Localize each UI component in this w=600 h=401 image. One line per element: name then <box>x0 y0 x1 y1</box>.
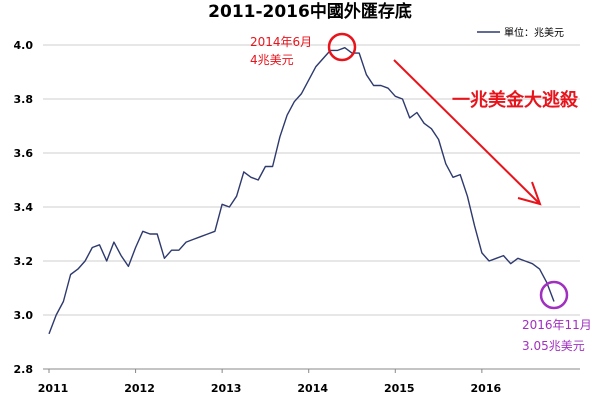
y-tick-label: 3.8 <box>14 93 34 106</box>
headline-arrow-head <box>517 181 542 206</box>
x-axis-ticks: 2011 2012 2013 2014 2015 2016 <box>38 369 502 395</box>
legend-entry: 單位：兆美元 <box>504 26 564 39</box>
peak-annotation: 2014年6月 4兆美元 <box>250 32 357 67</box>
x-tick-label: 2013 <box>211 382 242 395</box>
trough-annotation: 2016年11月 3.05兆美元 <box>522 280 592 353</box>
legend: 單位：兆美元 <box>477 26 564 39</box>
y-tick-label: 4.0 <box>14 39 34 52</box>
series-group <box>48 47 555 335</box>
peak-circle <box>327 32 357 62</box>
x-tick-label: 2016 <box>471 382 502 395</box>
y-tick-label: 3.0 <box>14 309 34 322</box>
y-tick-label: 3.2 <box>14 255 34 268</box>
trough-circle <box>539 280 569 310</box>
peak-date-label: 2014年6月 <box>250 35 312 49</box>
headline-text: 一兆美金大逃殺 <box>452 89 579 111</box>
y-tick-label: 3.6 <box>14 147 34 160</box>
series-line <box>48 47 555 335</box>
chart-title: 2011-2016中國外匯存底 <box>208 1 412 22</box>
x-tick-label: 2015 <box>384 382 415 395</box>
y-tick-label: 2.8 <box>14 363 34 376</box>
headline-annotation: 一兆美金大逃殺 <box>393 59 579 206</box>
x-tick-label: 2014 <box>297 382 328 395</box>
peak-value-label: 4兆美元 <box>250 53 294 67</box>
gridlines <box>43 44 580 316</box>
trough-value-label: 3.05兆美元 <box>522 339 585 353</box>
y-tick-label: 3.4 <box>14 201 34 214</box>
y-axis-ticks: 2.8 3.0 3.2 3.4 3.6 3.8 4.0 <box>14 39 34 376</box>
x-tick-label: 2012 <box>124 382 155 395</box>
x-tick-label: 2011 <box>38 382 69 395</box>
trough-date-label: 2016年11月 <box>522 318 592 332</box>
headline-arrow-shaft <box>393 59 541 205</box>
